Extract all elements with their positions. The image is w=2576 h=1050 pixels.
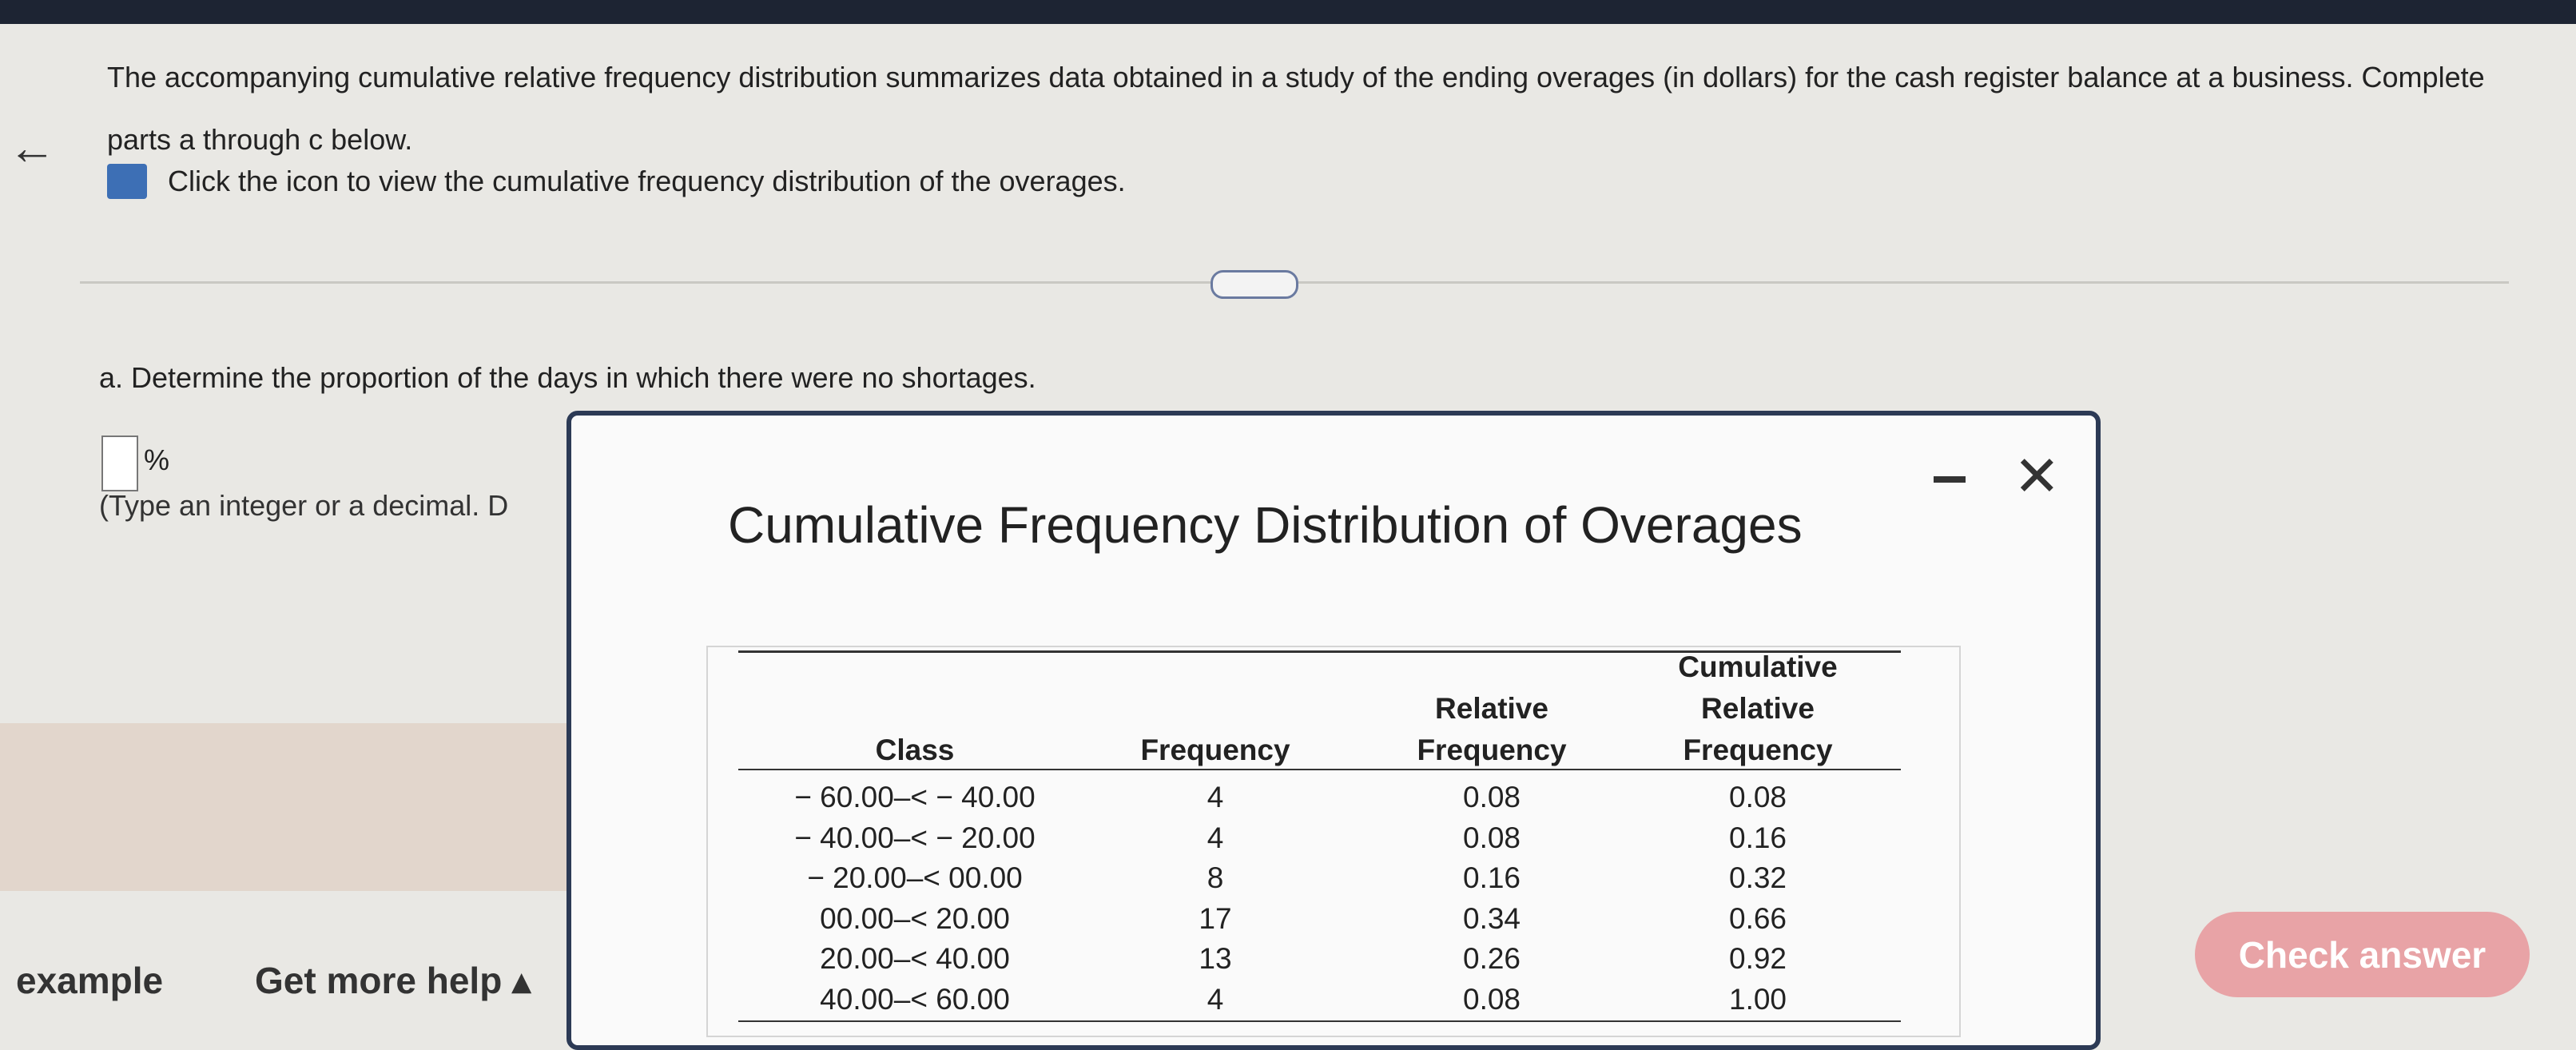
table-cell: 13 [1199, 942, 1232, 975]
table-rule [738, 1020, 1901, 1022]
popup [566, 411, 2101, 1050]
table-cell: 0.08 [1462, 821, 1521, 854]
table-cell: 0.08 [1728, 781, 1787, 813]
table-cell: 4 [1207, 982, 1224, 1016]
table-cell: 1.00 [1728, 982, 1787, 1016]
table-cell: 00.00–< 20.00 [820, 901, 1010, 935]
part-a-text: a. Determine the proportion of the days … [99, 361, 1036, 394]
icon-text: Click the icon to view the cumulative fr… [168, 165, 1126, 197]
column-header: Cumulative [1678, 650, 1838, 683]
table-cell: 0.66 [1728, 901, 1787, 935]
unit: % [144, 443, 170, 476]
band [0, 723, 566, 891]
table-cell: − 20.00–< 00.00 [807, 861, 1023, 894]
table-cell: 0.92 [1728, 942, 1787, 975]
table-cell: 8 [1207, 861, 1224, 894]
question-text: The accompanying cumulative relative fre… [107, 61, 2485, 156]
table-frame [706, 646, 1961, 1037]
answer-input[interactable] [101, 436, 138, 491]
column-header: Relative [1701, 692, 1815, 725]
popup-title: Cumulative Frequency Distribution of Ove… [728, 496, 1803, 554]
column-header: Frequency [1417, 734, 1567, 766]
table-cell: 0.08 [1462, 982, 1521, 1016]
column-header: Frequency [1683, 734, 1833, 766]
column-header: Relative [1435, 692, 1548, 725]
table-rule [738, 769, 1901, 770]
table-cell: 4 [1207, 821, 1224, 854]
example-button[interactable]: example [16, 960, 164, 1001]
table-cell: − 60.00–< − 40.00 [794, 781, 1036, 813]
table-cell: 0.16 [1462, 861, 1521, 894]
check-answer-button[interactable]: Check answer [2195, 912, 2530, 997]
table-cell: 40.00–< 60.00 [820, 982, 1010, 1016]
help-button[interactable]: Get more help ▴ [255, 960, 531, 1001]
icon-row: Click the icon to view the cumulative fr… [107, 164, 1126, 199]
hint: (Type an integer or a decimal. D [99, 489, 509, 522]
table-cell: 20.00–< 40.00 [820, 942, 1010, 975]
table-cell: 4 [1207, 781, 1224, 813]
column-header: Class [875, 734, 955, 766]
table-cell: 17 [1199, 901, 1232, 935]
table-cell: 0.08 [1462, 781, 1521, 813]
top-bar [0, 0, 2576, 24]
table-cell: 0.26 [1462, 942, 1521, 975]
table-cell: − 40.00–< − 20.00 [794, 821, 1036, 854]
column-header: Frequency [1140, 734, 1290, 766]
table-cell: 0.16 [1728, 821, 1787, 854]
minimize-button[interactable] [1934, 476, 1966, 483]
table-cell: 0.34 [1462, 901, 1521, 935]
help-text: Get more help [255, 960, 503, 1001]
expand-button[interactable] [1210, 270, 1298, 299]
table-rule [738, 650, 1901, 653]
table-cell: 0.32 [1728, 861, 1787, 894]
close-button[interactable]: ✕ [2013, 445, 2061, 507]
table-icon[interactable] [107, 164, 147, 199]
back-arrow[interactable]: ← [8, 121, 56, 174]
